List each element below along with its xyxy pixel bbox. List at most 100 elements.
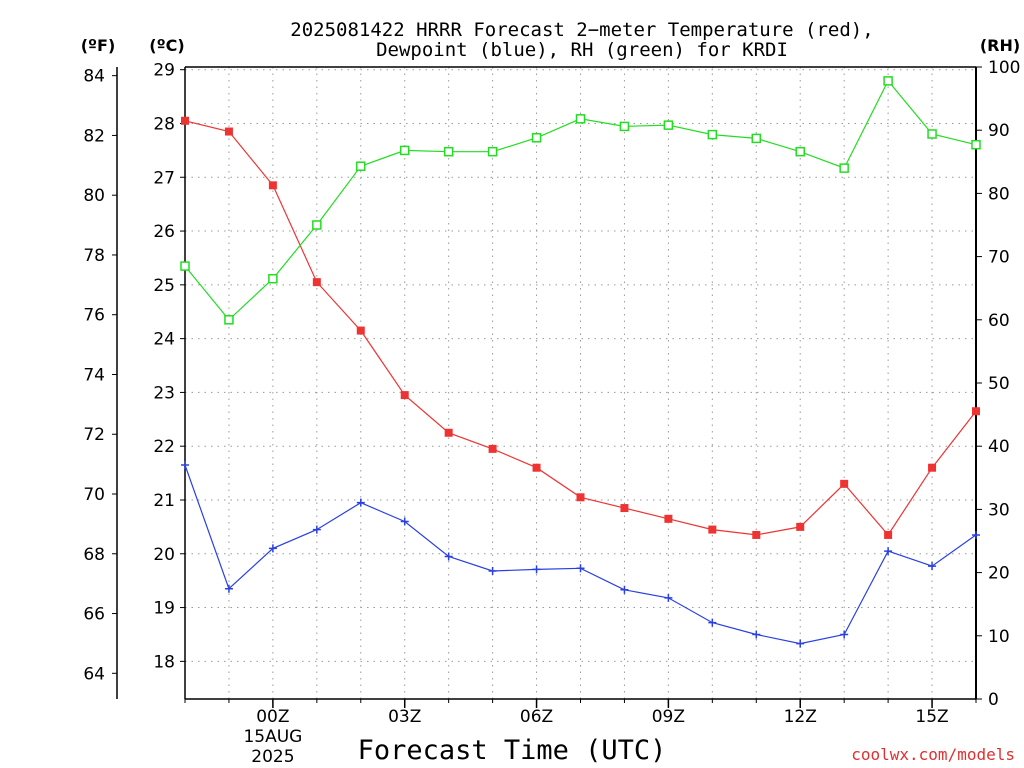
fahrenheit-tick-label: 78 <box>83 246 105 266</box>
rh-point <box>751 133 762 144</box>
celsius-tick-label: 26 <box>153 222 175 242</box>
celsius-tick-label: 19 <box>153 599 175 619</box>
temperature-point <box>312 278 321 287</box>
dewpoint-point <box>312 525 321 534</box>
chart-title: 2025081422 HRRR Forecast 2−meter Tempera… <box>290 19 873 61</box>
temperature-point <box>664 514 673 523</box>
title-line-2: Dewpoint (blue), RH (green) for KRDI <box>376 39 788 61</box>
celsius-tick-label: 29 <box>153 61 175 81</box>
rh-point <box>443 146 454 157</box>
series-layer <box>180 76 981 648</box>
rh-point <box>575 114 586 124</box>
temperature-point <box>752 530 761 539</box>
rh-point <box>312 220 322 230</box>
rh-tick-label: 60 <box>988 311 1010 331</box>
rh-point <box>707 129 718 140</box>
fahrenheit-tick-label: 70 <box>83 485 105 505</box>
dewpoint-point <box>928 562 937 571</box>
temperature-point <box>224 127 233 136</box>
fahrenheit-tick-label: 84 <box>83 67 105 87</box>
rh-point <box>487 146 498 157</box>
dewpoint-point <box>884 547 893 556</box>
celsius-tick-label: 18 <box>153 652 175 672</box>
celsius-tick-label: 27 <box>153 168 175 188</box>
dewpoint-line <box>184 464 977 645</box>
dewpoint-point <box>576 564 585 573</box>
dewpoint-point <box>268 544 277 553</box>
dewpoint-point <box>796 639 805 648</box>
fahrenheit-tick-label: 72 <box>83 425 105 445</box>
temperature-series <box>181 116 980 539</box>
celsius-tick-label: 25 <box>153 276 175 296</box>
fahrenheit-tick-label: 80 <box>83 186 105 206</box>
rh-point <box>883 76 893 86</box>
x-tick-label: 00Z <box>256 707 289 727</box>
temperature-point <box>532 463 541 472</box>
rh-point <box>795 146 805 157</box>
x-tick-label: 09Z <box>652 707 685 727</box>
dewpoint-point <box>444 552 453 561</box>
fahrenheit-tick-label: 74 <box>83 365 105 385</box>
fahrenheit-tick-label: 64 <box>83 664 105 684</box>
dewpoint-point <box>181 461 189 470</box>
rh-tick-label: 70 <box>988 248 1010 268</box>
rh-tick-label: 10 <box>988 627 1010 647</box>
celsius-tick-label: 20 <box>153 545 175 565</box>
rh-point <box>619 121 630 132</box>
rh-point <box>971 139 981 150</box>
rh-series <box>180 76 981 325</box>
rh-tick-label: 90 <box>988 121 1010 141</box>
rh-point <box>180 261 190 271</box>
temperature-point <box>576 493 585 502</box>
rh-point <box>356 161 366 171</box>
temperature-point <box>400 391 409 400</box>
rh-point <box>268 273 278 284</box>
source-credit: coolwx.com/models <box>851 745 1015 764</box>
x-tick-sublabel: 2025 <box>251 747 294 767</box>
temperature-point <box>840 479 849 488</box>
temperature-point <box>181 116 189 125</box>
celsius-tick-label: 21 <box>153 491 175 511</box>
tick-labels: 18 19 20 21 22 23 24 25 26 27 28 29 64 66 68 70 72 74 76 78… <box>83 58 1020 767</box>
dewpoint-point <box>400 517 409 526</box>
dewpoint-point <box>752 630 761 639</box>
temperature-point <box>356 326 365 335</box>
dewpoint-point <box>664 593 673 602</box>
celsius-tick-label: 22 <box>153 437 175 457</box>
rh-tick-label: 40 <box>988 437 1010 457</box>
rh-tick-label: 0 <box>988 690 999 710</box>
dewpoint-point <box>224 584 233 593</box>
x-tick-label: 06Z <box>520 707 553 727</box>
x-axis-label: Forecast Time (UTC) <box>358 735 667 766</box>
axes <box>112 66 982 708</box>
fahrenheit-axis-unit: (ºF) <box>81 36 116 55</box>
temperature-point <box>796 522 805 531</box>
fahrenheit-tick-label: 82 <box>83 126 105 146</box>
temperature-point <box>972 407 980 416</box>
dewpoint-point <box>840 630 849 639</box>
x-tick-label: 15Z <box>915 707 948 727</box>
celsius-tick-label: 24 <box>153 330 175 350</box>
rh-tick-label: 20 <box>988 564 1010 584</box>
title-line-1: 2025081422 HRRR Forecast 2−meter Tempera… <box>290 19 873 41</box>
celsius-tick-label: 28 <box>153 114 175 134</box>
fahrenheit-tick-label: 66 <box>83 605 105 625</box>
rh-point <box>839 163 849 173</box>
x-tick-sublabel: 15AUG <box>243 727 302 747</box>
temperature-point <box>928 463 937 472</box>
dewpoint-series <box>181 461 980 648</box>
dewpoint-point <box>972 530 980 539</box>
rh-point <box>663 120 674 130</box>
x-tick-label: 12Z <box>784 707 817 727</box>
fahrenheit-tick-label: 68 <box>83 545 105 565</box>
temperature-point <box>488 444 497 453</box>
dewpoint-point <box>708 618 717 627</box>
rh-axis-unit: (RH) <box>980 36 1020 55</box>
dewpoint-point <box>356 498 365 507</box>
dewpoint-point <box>488 566 497 575</box>
temperature-point <box>268 181 277 190</box>
rh-tick-label: 80 <box>988 184 1010 204</box>
rh-point <box>531 133 542 143</box>
rh-tick-label: 50 <box>988 374 1010 394</box>
